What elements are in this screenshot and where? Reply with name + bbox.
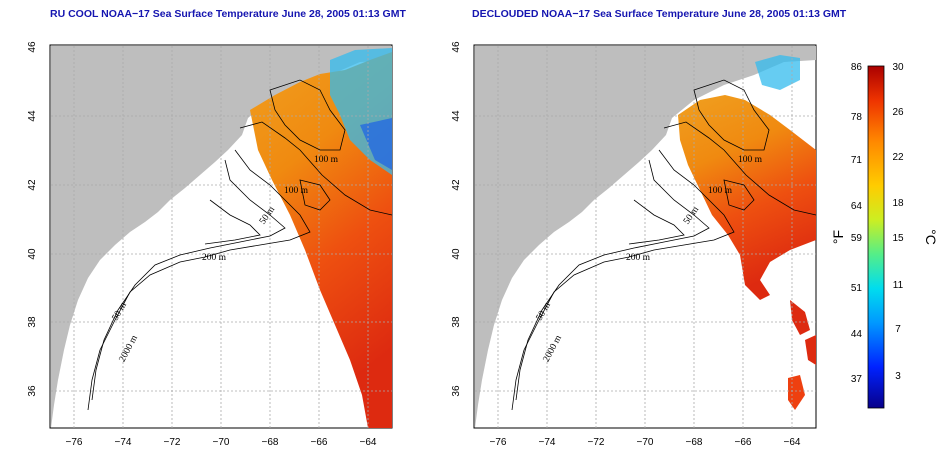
lon-tick: −76: [66, 437, 83, 448]
lon-tick: −74: [115, 437, 132, 448]
right-panel-title: DECLOUDED NOAA−17 Sea Surface Temperatur…: [472, 8, 847, 20]
lat-tick: 46: [451, 41, 462, 53]
contour-label: 100 m: [738, 155, 763, 165]
fahrenheit-tick: 64: [851, 201, 863, 212]
lat-tick: 40: [451, 248, 462, 260]
celsius-tick: 11: [893, 280, 904, 291]
lat-tick: 36: [27, 385, 38, 397]
right-grid: [475, 46, 816, 428]
contour-label: 100 m: [708, 186, 733, 196]
celsius-tick: 22: [892, 152, 904, 163]
fahrenheit-tick: 71: [851, 155, 863, 166]
celsius-ticks: 30 26 22 18 15 11 7 3: [892, 62, 904, 382]
lon-tick: −64: [360, 437, 377, 448]
lat-tick: 40: [27, 248, 38, 260]
left-panel-title: RU COOL NOAA−17 Sea Surface Temperature …: [50, 8, 406, 20]
lon-tick: −66: [311, 437, 328, 448]
fahrenheit-tick: 78: [851, 112, 863, 123]
lon-tick: −64: [784, 437, 801, 448]
fahrenheit-ticks: 86 78 71 64 59 51 44 37: [851, 62, 863, 385]
celsius-tick: 18: [892, 198, 904, 209]
left-grid: [51, 46, 392, 428]
right-land: [475, 46, 816, 428]
contour-label: 200 m: [202, 253, 227, 263]
lon-tick: −76: [490, 437, 507, 448]
fahrenheit-tick: 59: [851, 233, 863, 244]
lon-tick: −70: [637, 437, 654, 448]
lat-tick: 38: [451, 316, 462, 328]
fahrenheit-tick: 51: [851, 283, 863, 294]
colorbar-gradient: [867, 65, 885, 409]
lat-tick: 42: [27, 179, 38, 191]
left-lon-ticks: −76 −74 −72 −70 −68 −66 −64: [66, 437, 377, 448]
celsius-tick: 3: [895, 371, 901, 382]
lat-tick: 42: [451, 179, 462, 191]
celsius-tick: 26: [892, 107, 904, 118]
left-bathymetry-contours: [87, 79, 393, 411]
right-map-panel: 100 m 100 m 50 m 200 m 50 m 2000 m −76 −…: [451, 41, 817, 448]
lat-tick: 38: [27, 316, 38, 328]
lon-tick: −72: [588, 437, 605, 448]
contour-label: 100 m: [284, 186, 309, 196]
fahrenheit-tick: 44: [851, 329, 863, 340]
celsius-tick: 15: [892, 233, 904, 244]
lat-tick: 46: [27, 41, 38, 53]
lat-tick: 44: [27, 110, 38, 122]
left-map-panel: 100 m 100 m 50 m 200 m 50 m 2000 m −76 −…: [27, 41, 393, 448]
lon-tick: −72: [164, 437, 181, 448]
lon-tick: −68: [686, 437, 703, 448]
right-sst-region: [678, 95, 816, 300]
celsius-unit-label: °C: [923, 229, 939, 245]
right-sst-patch: [790, 300, 810, 335]
right-lat-ticks: 46 44 42 40 38 36: [451, 41, 462, 397]
right-cold-water: [755, 55, 800, 90]
celsius-tick: 30: [892, 62, 904, 73]
contour-label: 100 m: [314, 155, 339, 165]
right-lon-ticks: −76 −74 −72 −70 −68 −66 −64: [490, 437, 801, 448]
left-lat-ticks: 46 44 42 40 38 36: [27, 41, 38, 397]
fahrenheit-tick: 37: [851, 374, 863, 385]
contour-label: 200 m: [626, 253, 651, 263]
lon-tick: −66: [735, 437, 752, 448]
fahrenheit-unit-label: °F: [830, 230, 846, 244]
left-land: [51, 46, 392, 428]
right-sst-patch: [805, 335, 816, 365]
right-bathymetry-contours: [511, 79, 817, 411]
lon-tick: −74: [539, 437, 556, 448]
lat-tick: 44: [451, 110, 462, 122]
colorbar: 86 78 71 64 59 51 44 37 30 26 22 18 15 1…: [830, 62, 939, 409]
celsius-tick: 7: [895, 324, 901, 335]
fahrenheit-tick: 86: [851, 62, 863, 73]
lat-tick: 36: [451, 385, 462, 397]
lon-tick: −68: [262, 437, 279, 448]
lon-tick: −70: [213, 437, 230, 448]
